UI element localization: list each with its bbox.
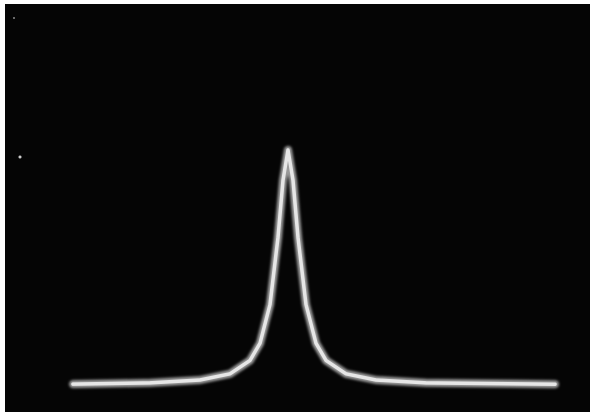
oscilloscope-photo [0, 0, 594, 416]
speck [13, 17, 15, 19]
page [0, 0, 594, 416]
speck [19, 156, 22, 159]
